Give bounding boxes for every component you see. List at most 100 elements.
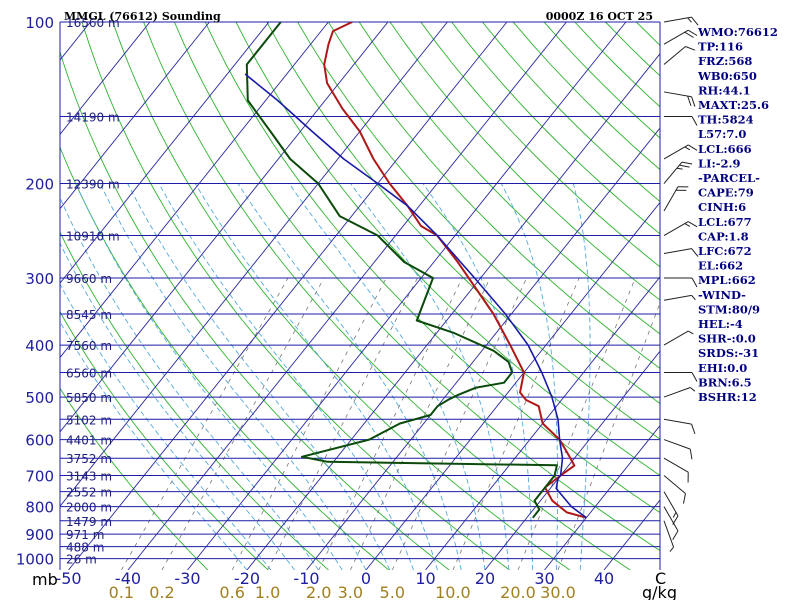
barb-half-flag: [684, 223, 691, 227]
index-line: WMO:76612: [697, 25, 778, 39]
barb-flag: [691, 277, 698, 288]
isotherm-line: [60, 22, 448, 507]
index-line: LCL:677: [698, 215, 752, 229]
barb-staff: [663, 144, 689, 160]
mixing-ratio-label: 10.0: [435, 583, 471, 600]
barb-staff: [663, 330, 689, 346]
temp-tick-label: -30: [174, 569, 200, 588]
wind-barb: [664, 372, 698, 382]
barb-staff: [663, 186, 679, 212]
pressure-unit-label: mb: [32, 570, 58, 589]
index-line: CINH:6: [698, 200, 746, 214]
barb-half-flag: [691, 295, 696, 301]
chart-datetime: 0000Z 16 OCT 25: [546, 10, 653, 23]
barb-staff: [663, 387, 691, 398]
barb-flag: [691, 116, 698, 126]
mixing-ratio-line: [318, 277, 463, 570]
pressure-tick-label: 900: [25, 526, 54, 544]
temp-tick-label: -40: [115, 569, 141, 588]
wind-barb: [663, 248, 699, 257]
moist-adiabat: [572, 183, 591, 570]
barb-half-flag: [689, 387, 696, 392]
isotherm-line: [365, 201, 660, 570]
mixing-ratio-line: [161, 277, 325, 570]
barb-flag: [691, 248, 699, 257]
isotherm-line: [60, 22, 151, 136]
pressure-tick-label: 200: [25, 176, 54, 194]
moist-adiabat: [60, 196, 319, 570]
dry-adiabat: [60, 310, 269, 570]
dry-adiabat: [389, 22, 660, 301]
barb-staff: [663, 475, 686, 494]
temp-unit-label: C: [655, 569, 666, 588]
mixing-ratio-label: 0.6: [219, 583, 244, 600]
wind-barb: [664, 277, 698, 288]
wind-barb: [663, 16, 699, 26]
height-label: 488 m: [66, 541, 104, 555]
axis-labels: 16560 m 14190 m 12390 m 10910 m 9660 m 8545 m…: [16, 14, 614, 600]
temp-tick-label: 40: [594, 569, 614, 588]
height-label: 971 m: [66, 528, 104, 542]
wind-barb: [663, 520, 675, 552]
temp-tick-label: -50: [55, 569, 81, 588]
index-line: SRDS:-31: [698, 346, 759, 360]
chart-title: MMGL (76612) Sounding: [64, 10, 221, 23]
mixing-ratio-line: [231, 277, 387, 570]
barb-flag: [687, 144, 698, 151]
index-line: HEL:-4: [698, 317, 743, 331]
dry-adiabat: [266, 22, 660, 440]
mixing-ratio-label: 1.0: [255, 583, 280, 600]
dry-adiabat: [358, 22, 660, 335]
dry-adiabat: [143, 22, 631, 570]
temp-tick-label: 20: [475, 569, 495, 588]
barb-flag: [683, 493, 686, 504]
height-label: 8545 m: [66, 308, 112, 322]
temperature-curve: [323, 22, 587, 519]
index-line: FRZ:568: [698, 54, 752, 68]
isotherm-line: [68, 22, 508, 570]
dry-adiabat: [60, 231, 329, 570]
index-line: MPL:662: [698, 273, 756, 287]
stability-indices: WMO:76612TP:116FRZ:568WB0:650RH:44.1MAXT…: [697, 25, 778, 404]
wind-barb: [663, 330, 694, 346]
barb-flag: [691, 96, 696, 107]
moist-adiabat: [500, 183, 559, 570]
mixing-ratio-line: [267, 277, 418, 570]
barb-staff: [663, 29, 689, 45]
barb-staff: [663, 91, 692, 98]
pressure-tick-label: 700: [25, 468, 54, 486]
height-label: 7560 m: [66, 339, 112, 353]
barb-half-flag: [687, 17, 692, 23]
mixing-unit-label: g/kg: [642, 583, 677, 600]
moist-adiabat: [158, 183, 415, 570]
mixing-ratio-line: [121, 277, 289, 570]
diagram-grid: [60, 22, 660, 570]
isotherm-line: [187, 22, 627, 570]
wind-barb: [664, 115, 698, 126]
barb-flag: [687, 95, 692, 107]
barb-staff: [663, 161, 683, 184]
index-line: TP:116: [698, 40, 743, 54]
index-line: MAXT:25.6: [698, 98, 769, 112]
index-line: EHI:0.0: [698, 361, 747, 375]
index-line: -WIND-: [698, 288, 746, 302]
dry-adiabat: [81, 22, 510, 570]
height-label: 6560 m: [66, 367, 112, 381]
mixing-ratio-label: 2.0: [306, 583, 331, 600]
isotherm-line: [425, 276, 660, 570]
barb-staff: [663, 520, 675, 548]
barb-flag: [681, 161, 693, 165]
wind-barb: [663, 506, 679, 540]
dry-adiabat: [60, 50, 450, 570]
wind-barb: [663, 418, 696, 435]
pressure-tick-label: 1000: [16, 551, 54, 569]
wind-barb: [663, 186, 689, 212]
height-label: 5850 m: [66, 391, 112, 405]
pressure-tick-label: 400: [25, 337, 54, 355]
height-label: 12390 m: [66, 178, 120, 192]
temp-tick-label: -20: [234, 569, 260, 588]
dry-adiabat: [420, 22, 660, 268]
barb-staff: [663, 491, 679, 517]
wind-barb: [663, 29, 698, 45]
